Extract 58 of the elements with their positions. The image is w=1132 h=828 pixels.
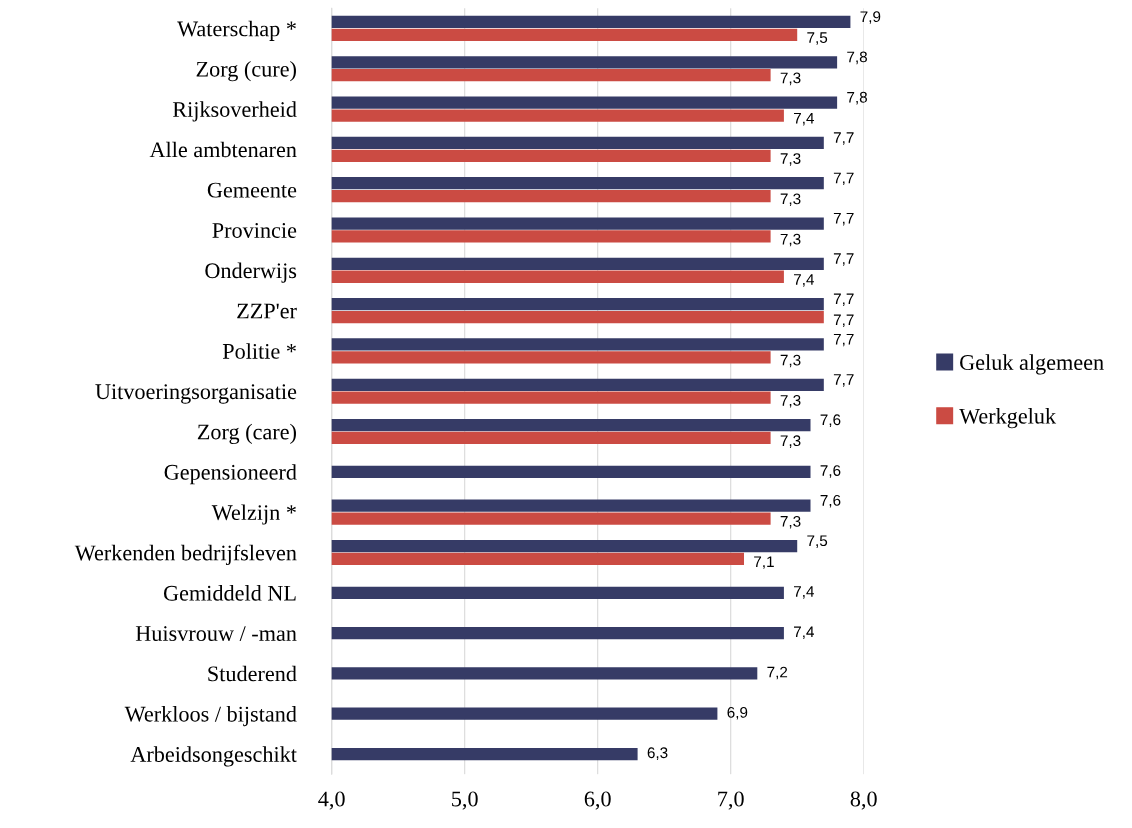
y-tick-label: Gepensioneerd — [164, 464, 297, 485]
data-label: 7,7 — [833, 132, 854, 145]
data-label: 7,6 — [820, 494, 841, 508]
data-label: 7,6 — [820, 465, 841, 478]
y-tick-label: Onderwijs — [205, 262, 297, 283]
y-tick-label: Werkenden bedrijfsleven — [74, 544, 297, 566]
y-tick-label: ZZP'er — [237, 303, 297, 319]
data-label: 7,3 — [780, 394, 801, 408]
y-tick-label: Rijksoverheid — [172, 101, 297, 122]
y-tick-label: Werkloos / bijstand — [124, 706, 297, 727]
data-label: 7,3 — [780, 233, 801, 247]
data-label: 7,3 — [780, 515, 801, 529]
data-label: 7,9 — [860, 11, 881, 24]
y-tick-label: Gemiddeld NL — [163, 585, 296, 601]
data-label: 7,7 — [833, 293, 854, 307]
data-label: 7,7 — [833, 314, 854, 327]
y-tick-label: Gemeente — [207, 182, 297, 198]
data-label: 7,7 — [833, 253, 854, 266]
data-label: 7,4 — [794, 112, 815, 126]
data-label: 7,4 — [794, 274, 815, 287]
data-label: 7,8 — [847, 91, 867, 105]
x-tick-label: 5,0 — [452, 791, 478, 810]
data-label: 7,7 — [833, 212, 854, 226]
legend-label: Geluk algemeen — [960, 354, 1104, 375]
y-tick-label: Provincie — [212, 222, 297, 238]
data-label: 6,9 — [727, 707, 748, 720]
data-label: 7,7 — [833, 172, 854, 186]
data-label: 7,3 — [780, 193, 801, 207]
y-tick-label: Politie * — [222, 343, 296, 359]
data-label: 7,3 — [780, 153, 801, 166]
y-tick-label: Studerend — [208, 665, 297, 682]
x-tick-label: 7,0 — [718, 791, 744, 810]
y-tick-label: Alle ambtenaren — [149, 141, 297, 158]
y-tick-label: Zorg (cure) — [196, 61, 296, 82]
x-tick-label: 8,0 — [850, 791, 877, 810]
x-tick-label: 4,0 — [318, 791, 345, 810]
data-label: 7,3 — [780, 72, 801, 86]
x-tick-label: 6,0 — [584, 791, 611, 810]
data-label: 7,4 — [794, 626, 815, 639]
data-label: 7,1 — [754, 556, 774, 569]
y-tick-label: Arbeidsongeschikt — [130, 746, 297, 767]
y-tick-label: Huisvrouw / -man — [135, 626, 297, 642]
data-label: 7,7 — [833, 333, 854, 347]
data-label: 7,8 — [847, 51, 867, 65]
y-tick-label: Zorg (care) — [197, 423, 296, 445]
data-label: 7,5 — [807, 535, 828, 548]
y-tick-label: Waterschap * — [177, 20, 296, 41]
data-label: 7,6 — [820, 414, 841, 427]
data-label: 7,3 — [780, 354, 801, 368]
data-label: 7,3 — [780, 435, 801, 448]
y-tick-label: Welzijn * — [211, 504, 296, 525]
y-tick-label: Uitvoeringsorganisatie — [95, 384, 297, 404]
data-label: 7,7 — [833, 374, 854, 387]
data-label: 7,4 — [794, 586, 815, 599]
data-label: 7,5 — [807, 32, 828, 45]
data-label: 6,3 — [647, 747, 668, 760]
data-label: 7,2 — [767, 666, 788, 680]
legend-label: Werkgeluk — [959, 408, 1057, 429]
